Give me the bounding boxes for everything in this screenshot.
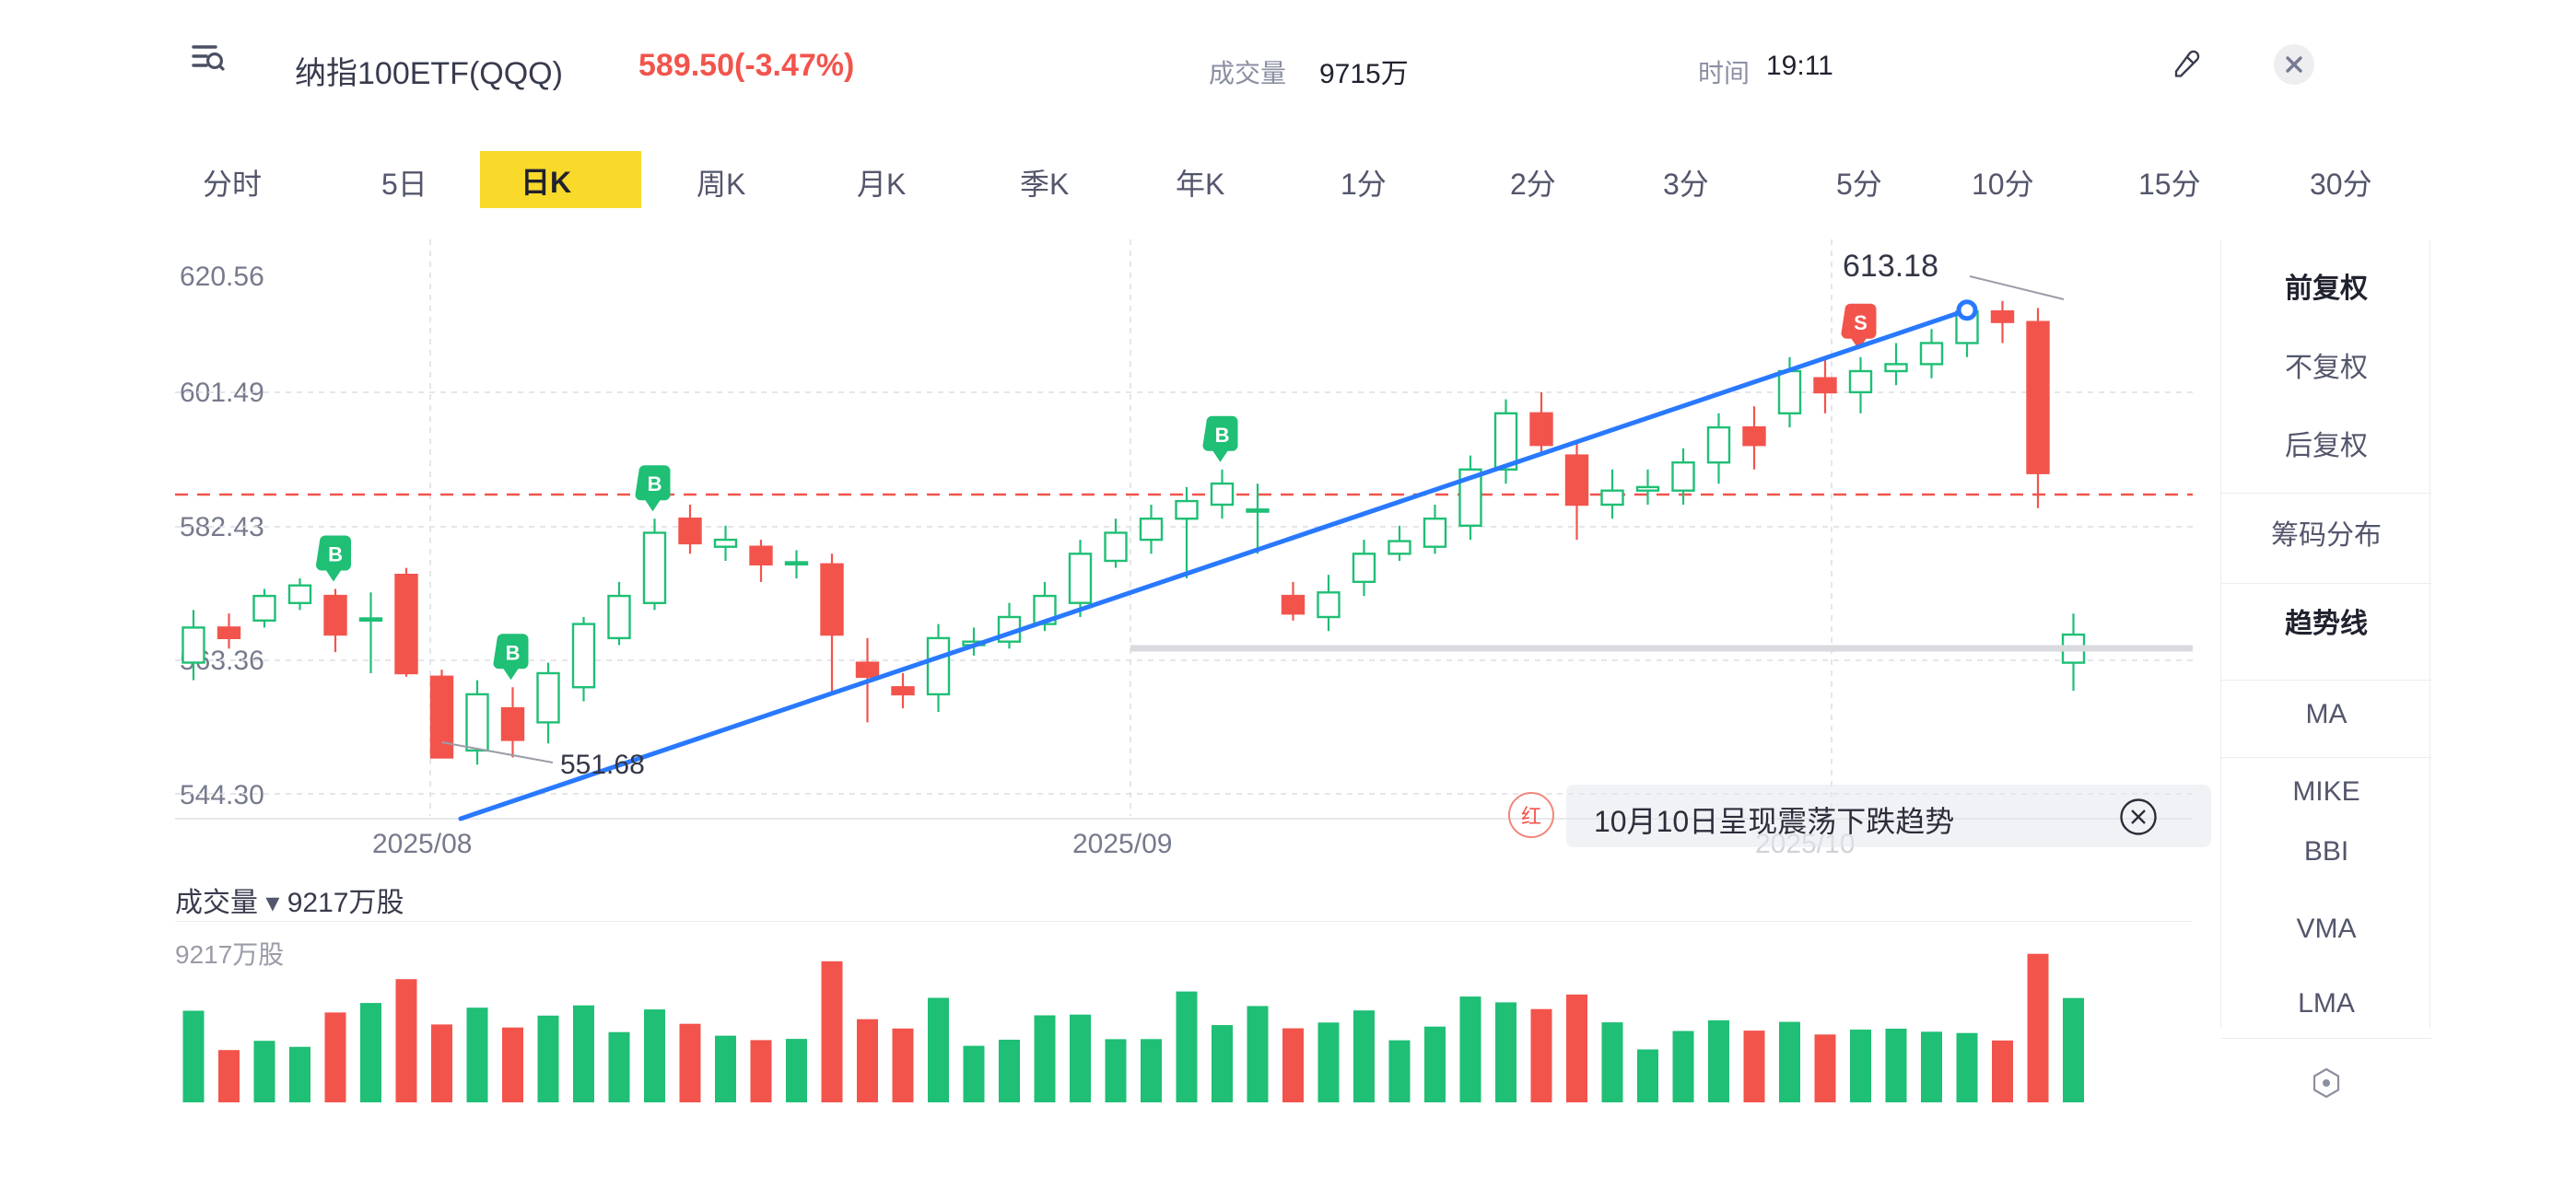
svg-text:B: B bbox=[1215, 424, 1230, 447]
svg-text:544.30: 544.30 bbox=[180, 780, 264, 810]
svg-text:S: S bbox=[1854, 311, 1868, 334]
svg-text:B: B bbox=[648, 472, 662, 495]
svg-text:B: B bbox=[506, 641, 521, 664]
svg-text:551.68: 551.68 bbox=[560, 750, 645, 780]
svg-text:613.18: 613.18 bbox=[1843, 249, 1938, 284]
svg-text:620.56: 620.56 bbox=[180, 262, 264, 292]
svg-text:B: B bbox=[328, 543, 343, 566]
